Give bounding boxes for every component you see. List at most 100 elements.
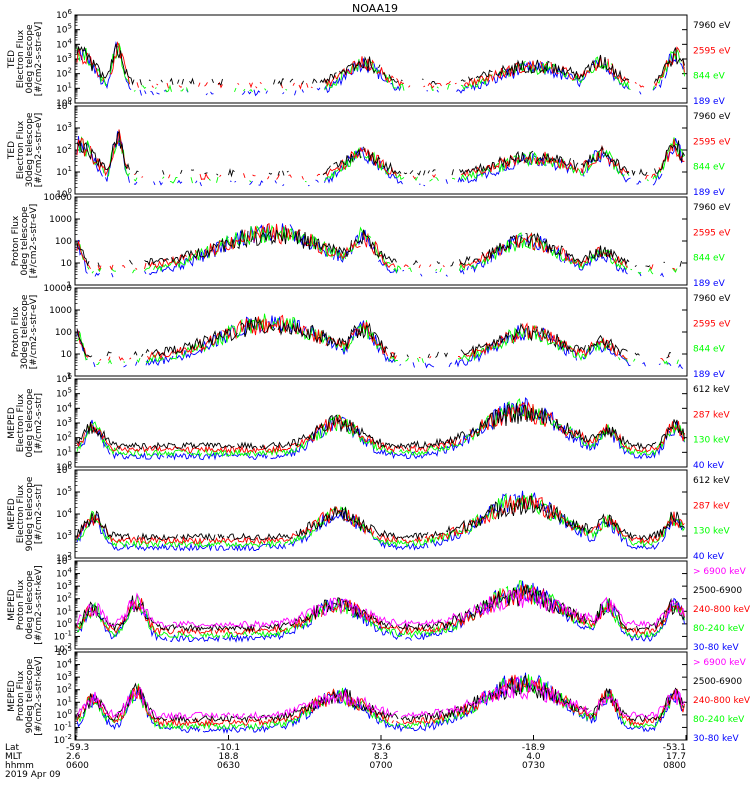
flux-trace xyxy=(76,130,685,178)
flux-trace xyxy=(77,223,682,277)
y-tick-label: 105 xyxy=(56,485,72,498)
y-tick-label: 106 xyxy=(56,8,72,21)
y-tick-label: 102 xyxy=(56,551,72,564)
y-axis-label-line: Electron Flux xyxy=(16,120,26,179)
flux-trace xyxy=(76,313,679,366)
y-tick-label: 104 xyxy=(56,567,72,580)
y-tick-label: 10-2 xyxy=(54,733,72,746)
y-axis-label-line: 0deg telescope xyxy=(20,206,30,276)
x-tick-mlt: 18.8 xyxy=(218,752,238,762)
y-tick-label: 100 xyxy=(56,460,72,473)
legend-entry: 844 eV xyxy=(693,345,726,355)
legend-entry: 189 eV xyxy=(693,279,726,289)
y-axis-label-line: 0deg telescope xyxy=(25,24,35,94)
flux-trace xyxy=(76,584,685,636)
y-axis-label-line: 0deg telescope xyxy=(25,388,35,458)
legend-entry: 2595 eV xyxy=(693,46,731,56)
y-axis-label-line: [#/cm2-s-str-eV] xyxy=(29,204,39,279)
y-tick-label: 104 xyxy=(56,507,72,520)
legend-entry: 287 keV xyxy=(693,501,730,511)
y-tick-label: 104 xyxy=(56,37,72,50)
y-axis-label-line: Proton Flux xyxy=(11,215,21,266)
y-tick-label: 101 xyxy=(56,165,72,178)
y-axis-label-line: 30deg telescope xyxy=(20,294,30,369)
x-row-label: Lat xyxy=(5,743,20,753)
legend-entry: 40 keV xyxy=(693,552,725,562)
y-axis-label-line: [#/cm2-s-str-keV] xyxy=(34,656,44,735)
panel-4: 1 10 100 1000 10000 Proton Flux 30deg telescop… xyxy=(11,284,731,382)
y-axis-label-line: Proton Flux xyxy=(11,306,21,357)
y-tick-label: 103 xyxy=(56,670,72,683)
y-tick-label: 105 xyxy=(56,645,72,658)
y-axis-label-line: MEPED xyxy=(7,680,17,712)
y-axis-label-line: [#/cm2-s-str-eV] xyxy=(34,22,44,97)
y-axis-label-line: MEPED xyxy=(7,589,17,621)
panel-6: 102 103 104 105 106 MEPED Electron Flux 90deg t… xyxy=(7,463,730,564)
y-axis-label-line: MEPED xyxy=(7,498,17,530)
flux-trace xyxy=(76,397,685,461)
y-tick-label: 106 xyxy=(56,372,72,385)
y-axis-label-line: 30deg telescope xyxy=(25,112,35,187)
flux-trace xyxy=(76,495,685,541)
flux-trace xyxy=(76,403,685,451)
x-tick-hhmm: 0730 xyxy=(522,761,545,771)
legend-entry: 130 keV xyxy=(693,436,730,446)
y-axis-label-line: Electron Flux xyxy=(16,393,26,452)
legend-entry: 7960 eV xyxy=(693,21,731,31)
x-tick-mlt: 4.0 xyxy=(526,752,541,762)
y-tick-label: 104 xyxy=(56,99,72,112)
y-tick-label: 103 xyxy=(56,416,72,429)
y-tick-label: 100 xyxy=(56,708,72,721)
y-tick-label: 104 xyxy=(56,658,72,671)
y-tick-label: 105 xyxy=(56,554,72,567)
legend-entry: 130 keV xyxy=(693,527,730,537)
x-tick-lat: -53.1 xyxy=(663,743,686,753)
y-tick-label: 10 xyxy=(61,350,73,360)
legend-entry: 7960 eV xyxy=(693,112,731,122)
x-tick-hhmm: 0600 xyxy=(66,761,89,771)
panel-frame xyxy=(74,105,688,195)
flux-trace xyxy=(77,224,685,271)
y-tick-label: 100 xyxy=(56,96,72,109)
y-tick-label: 1000 xyxy=(49,306,72,316)
flux-trace xyxy=(76,674,685,727)
y-tick-label: 10-1 xyxy=(54,720,72,733)
y-axis-label-line: TED xyxy=(7,50,17,69)
legend-entry: 2595 eV xyxy=(693,319,731,329)
legend-entry: 2595 eV xyxy=(693,137,731,147)
panel-frame xyxy=(74,287,688,377)
x-tick-hhmm: 0630 xyxy=(217,761,240,771)
y-tick-label: 101 xyxy=(56,695,72,708)
y-tick-label: 105 xyxy=(56,387,72,400)
legend-entry: 189 eV xyxy=(693,370,726,380)
y-tick-label: 10-2 xyxy=(54,642,72,655)
y-tick-label: 101 xyxy=(56,445,72,458)
x-tick-lat: -18.9 xyxy=(522,743,546,753)
x-tick-hhmm: 0800 xyxy=(663,761,686,771)
legend-entry: 30-80 keV xyxy=(693,643,739,653)
y-axis-label-line: Proton Flux xyxy=(16,579,26,630)
y-axis-label-line: Electron Flux xyxy=(16,29,26,88)
legend-entry: > 6900 keV xyxy=(693,658,747,668)
x-tick-lat: -59.3 xyxy=(66,743,89,753)
legend-entry: 612 keV xyxy=(693,476,730,486)
y-tick-label: 106 xyxy=(56,463,72,476)
y-tick-label: 103 xyxy=(56,579,72,592)
legend-entry: 7960 eV xyxy=(693,294,731,304)
flux-trace xyxy=(76,586,685,629)
y-axis-label-line: TED xyxy=(7,141,17,160)
legend-entry: 240-800 keV xyxy=(693,605,750,615)
y-tick-label: 104 xyxy=(56,401,72,414)
y-tick-label: 102 xyxy=(56,431,72,444)
y-tick-label: 10000 xyxy=(43,193,72,203)
figure-title: NOAA19 xyxy=(352,2,398,15)
y-axis-label-line: [#/cm2-s-str-keV] xyxy=(34,565,44,644)
legend-entry: 2500-6900 xyxy=(693,586,742,596)
y-tick-label: 103 xyxy=(56,529,72,542)
x-tick-mlt: 8.3 xyxy=(374,752,388,762)
